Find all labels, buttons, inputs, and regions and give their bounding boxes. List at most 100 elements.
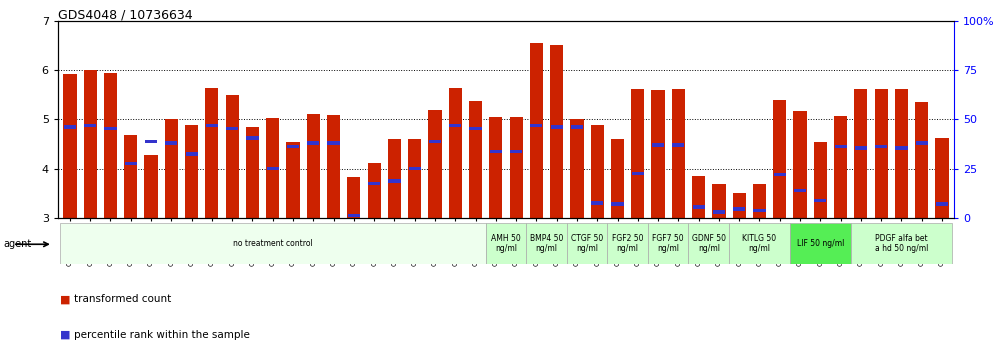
Bar	[874, 89, 887, 218]
Text: GDS4048 / 10736634: GDS4048 / 10736634	[58, 9, 192, 22]
Bar	[591, 125, 604, 218]
Bar	[814, 142, 827, 218]
Bar	[328, 141, 340, 145]
Bar	[608, 223, 648, 264]
Text: FGF2 50
ng/ml: FGF2 50 ng/ml	[612, 234, 643, 253]
Bar	[571, 125, 583, 129]
Bar	[835, 145, 847, 148]
Bar	[60, 223, 486, 264]
Bar	[692, 176, 705, 218]
Bar	[226, 127, 238, 130]
Bar	[530, 43, 543, 218]
Bar	[875, 145, 887, 148]
Bar	[388, 179, 400, 183]
Bar	[64, 125, 76, 129]
Text: no treatment control: no treatment control	[233, 239, 313, 248]
Bar	[164, 119, 178, 218]
Bar	[774, 173, 786, 176]
Bar	[408, 167, 420, 170]
Bar	[692, 205, 705, 209]
Bar	[449, 124, 461, 127]
Bar	[713, 210, 725, 213]
Bar	[935, 138, 948, 218]
Text: PDGF alfa bet
a hd 50 ng/ml: PDGF alfa bet a hd 50 ng/ml	[874, 234, 928, 253]
Bar	[733, 207, 745, 211]
Bar	[185, 125, 198, 218]
Bar	[307, 114, 320, 218]
Text: GDNF 50
ng/ml: GDNF 50 ng/ml	[692, 234, 726, 253]
Bar	[448, 87, 462, 218]
Bar	[225, 95, 239, 218]
Bar	[144, 155, 157, 218]
Text: FGF7 50
ng/ml: FGF7 50 ng/ml	[652, 234, 684, 253]
Bar	[834, 115, 848, 218]
Bar	[287, 142, 300, 218]
Text: ■: ■	[60, 330, 71, 340]
Bar	[611, 139, 624, 218]
Bar	[490, 150, 502, 153]
Bar	[915, 141, 928, 145]
Bar	[851, 223, 952, 264]
Text: LIF 50 ng/ml: LIF 50 ng/ml	[797, 239, 844, 248]
Bar	[815, 199, 827, 202]
Bar	[124, 135, 137, 218]
Bar	[429, 140, 441, 143]
Bar	[387, 139, 401, 218]
Bar	[733, 193, 746, 218]
Bar	[84, 70, 97, 218]
Text: transformed count: transformed count	[74, 295, 171, 304]
Bar	[631, 89, 644, 218]
Bar	[104, 73, 118, 218]
Bar	[753, 209, 766, 212]
Bar	[124, 162, 136, 165]
Text: BMP4 50
ng/ml: BMP4 50 ng/ml	[530, 234, 563, 253]
Bar	[510, 150, 522, 153]
Bar	[551, 125, 563, 129]
Bar	[915, 102, 928, 218]
Bar	[489, 117, 502, 218]
Bar	[165, 141, 177, 145]
Bar	[287, 145, 299, 148]
Bar	[266, 118, 279, 218]
Bar	[592, 201, 604, 205]
Bar	[206, 124, 218, 127]
Bar	[145, 140, 157, 143]
Bar	[205, 87, 218, 218]
Bar	[267, 167, 279, 170]
Bar	[348, 213, 360, 217]
Text: ■: ■	[60, 295, 71, 304]
Bar	[895, 146, 907, 150]
Bar	[612, 202, 623, 206]
Bar	[753, 184, 766, 218]
Text: AMH 50
ng/ml: AMH 50 ng/ml	[491, 234, 521, 253]
Bar	[408, 139, 421, 218]
Bar	[526, 223, 567, 264]
Bar	[369, 182, 380, 185]
Bar	[486, 223, 526, 264]
Bar	[794, 189, 806, 193]
Bar	[652, 143, 664, 147]
Bar	[712, 184, 725, 218]
Bar	[550, 45, 564, 218]
Bar	[651, 90, 664, 218]
Bar	[631, 172, 643, 175]
Bar	[773, 100, 787, 218]
Bar	[510, 117, 523, 218]
Bar	[571, 119, 584, 218]
Bar	[327, 115, 341, 218]
Bar	[185, 152, 197, 155]
Bar	[729, 223, 790, 264]
Text: KITLG 50
ng/ml: KITLG 50 ng/ml	[742, 234, 777, 253]
Bar	[469, 127, 482, 130]
Bar	[428, 110, 441, 218]
Bar	[648, 223, 688, 264]
Bar	[794, 111, 807, 218]
Bar	[469, 101, 482, 218]
Bar	[64, 74, 77, 218]
Bar	[105, 127, 117, 130]
Text: agent: agent	[3, 239, 31, 249]
Bar	[530, 124, 543, 127]
Bar	[894, 89, 908, 218]
Bar	[368, 163, 380, 218]
Bar	[855, 89, 868, 218]
